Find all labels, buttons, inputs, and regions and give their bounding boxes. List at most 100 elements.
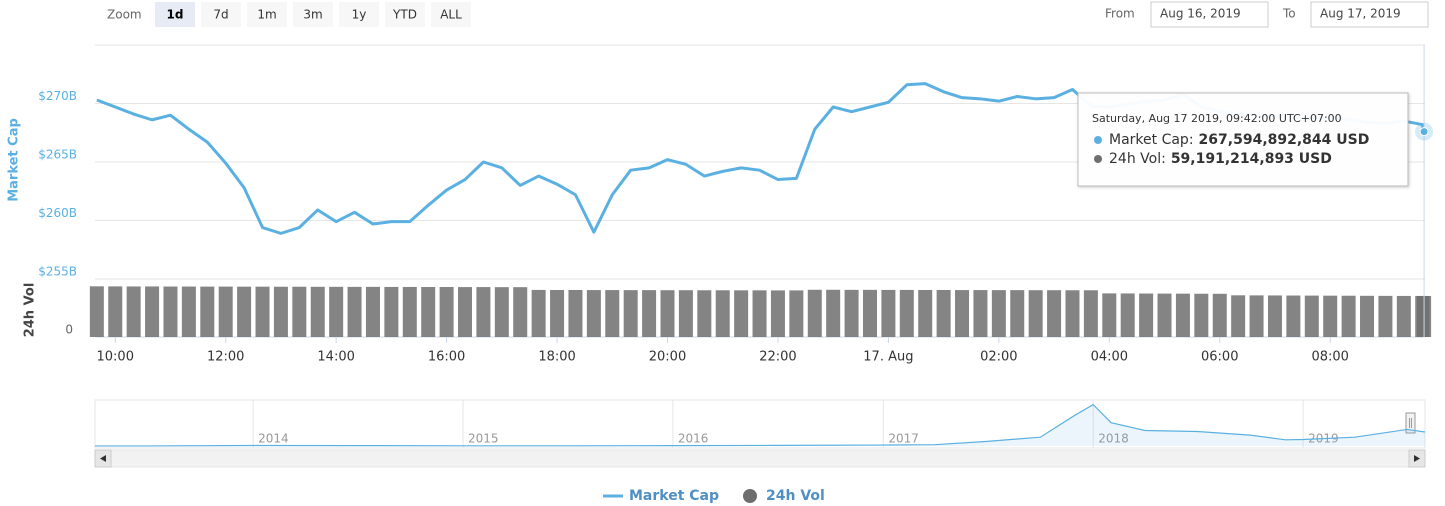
- tooltip-label: 24h Vol:: [1109, 151, 1166, 167]
- range-button[interactable]: [431, 2, 471, 27]
- volume-bar: [1120, 293, 1135, 337]
- volume-bar: [1304, 295, 1319, 337]
- tooltip-dot: [1094, 136, 1102, 144]
- x-tick-label: 08:00: [1311, 350, 1348, 365]
- range-button[interactable]: [155, 2, 195, 27]
- volume-bar: [494, 287, 509, 337]
- y2-tick-label: 0: [65, 323, 73, 337]
- volume-bar: [991, 290, 1006, 337]
- volume-bar: [881, 289, 896, 337]
- y-tick-label: $270B: [38, 89, 77, 103]
- volume-bar: [108, 286, 123, 337]
- range-button-label[interactable]: 1m: [257, 8, 276, 22]
- volume-bar: [1065, 290, 1080, 337]
- volume-bar: [678, 290, 693, 337]
- volume-bar: [973, 290, 988, 337]
- y-tick-label: $255B: [38, 265, 77, 279]
- volume-bar: [844, 289, 859, 337]
- range-button-label[interactable]: 7d: [213, 8, 228, 22]
- volume-bar: [273, 286, 288, 337]
- volume-bar: [1396, 295, 1411, 337]
- x-tick-label: 06:00: [1201, 350, 1238, 365]
- volume-bar: [310, 286, 325, 337]
- scroll-left-arrow: [100, 455, 106, 462]
- range-button-label[interactable]: ALL: [440, 8, 462, 22]
- scrollbar[interactable]: [94, 449, 1426, 468]
- volume-bar: [402, 286, 417, 337]
- volume-bar: [384, 286, 399, 337]
- y-axis-title: Market Cap: [7, 118, 22, 202]
- volume-bar: [347, 286, 362, 337]
- volume-bar: [126, 286, 141, 337]
- x-tick-label: 22:00: [759, 350, 796, 365]
- volume-bar: [807, 289, 822, 337]
- x-tick-label: 10:00: [97, 350, 134, 365]
- volume-bar: [605, 290, 620, 337]
- volume-bar: [826, 289, 841, 337]
- to-label: To: [1282, 7, 1296, 21]
- volume-bar: [439, 287, 454, 337]
- navigator[interactable]: [94, 399, 1426, 449]
- volume-bar: [697, 290, 712, 337]
- from-input[interactable]: [1150, 1, 1269, 28]
- tooltip-label: Market Cap:: [1109, 132, 1194, 148]
- navigator-tick-label: 2016: [678, 432, 709, 446]
- to-value[interactable]: Aug 17, 2019: [1320, 7, 1401, 21]
- navigator-tick-label: 2015: [468, 432, 499, 446]
- y-tick-label: $260B: [38, 206, 77, 220]
- volume-bar: [862, 289, 877, 337]
- legend-dot[interactable]: [743, 489, 757, 503]
- volume-bar: [1378, 295, 1393, 337]
- range-button[interactable]: [385, 2, 425, 27]
- volume-bar: [1157, 293, 1172, 337]
- volume-bar: [586, 290, 601, 337]
- volume-bar: [1010, 290, 1025, 337]
- volume-bar: [1360, 295, 1375, 337]
- x-tick-label: 18:00: [538, 350, 575, 365]
- volume-bar: [899, 289, 914, 337]
- tooltip-value: 59,191,214,893 USD: [1171, 151, 1332, 167]
- volume-bar: [531, 289, 546, 337]
- range-button[interactable]: [293, 2, 333, 27]
- volume-bar: [1028, 290, 1043, 337]
- navigator-tick-label: 2018: [1098, 432, 1129, 446]
- legend-label[interactable]: 24h Vol: [766, 488, 825, 504]
- range-button[interactable]: [339, 2, 379, 27]
- tooltip-dot: [1094, 155, 1102, 163]
- legend-label[interactable]: Market Cap: [629, 488, 719, 504]
- volume-bar: [642, 290, 657, 337]
- tooltip-row: Market Cap: 267,594,892,844 USD: [1109, 132, 1369, 148]
- navigator-handle[interactable]: [1405, 412, 1416, 434]
- volume-bar: [458, 287, 473, 337]
- scroll-right-arrow: [1414, 455, 1420, 462]
- tooltip-header: Saturday, Aug 17 2019, 09:42:00 UTC+07:0…: [1092, 112, 1342, 125]
- navigator-tick-label: 2017: [888, 432, 919, 446]
- volume-bar: [1194, 293, 1209, 337]
- y-tick-label: $265B: [38, 148, 77, 162]
- volume-bar: [421, 287, 436, 337]
- navigator-line: [95, 403, 1426, 447]
- range-button-label[interactable]: 3m: [303, 8, 322, 22]
- from-value[interactable]: Aug 16, 2019: [1160, 7, 1241, 21]
- volume-bar: [237, 286, 252, 337]
- volume-bar: [660, 290, 675, 337]
- volume-bar: [513, 287, 528, 337]
- navigator-tick-label: 2014: [258, 432, 289, 446]
- range-button[interactable]: [201, 2, 241, 27]
- to-input[interactable]: [1310, 1, 1429, 28]
- volume-bar: [918, 289, 933, 337]
- volume-bar: [1102, 293, 1117, 337]
- range-button-label[interactable]: YTD: [392, 8, 417, 22]
- volume-bar: [715, 290, 730, 337]
- zoom-label: Zoom: [107, 8, 142, 22]
- volume-bar: [1286, 295, 1301, 337]
- volume-bar: [218, 286, 233, 337]
- range-button[interactable]: [247, 2, 287, 27]
- volume-bar: [936, 289, 951, 337]
- range-button-label[interactable]: 1d: [167, 8, 184, 22]
- volume-bar: [1212, 293, 1227, 337]
- range-button-label[interactable]: 1y: [352, 8, 367, 22]
- volume-bar: [89, 286, 104, 337]
- legend[interactable]: Market Cap 24h Vol: [603, 488, 825, 504]
